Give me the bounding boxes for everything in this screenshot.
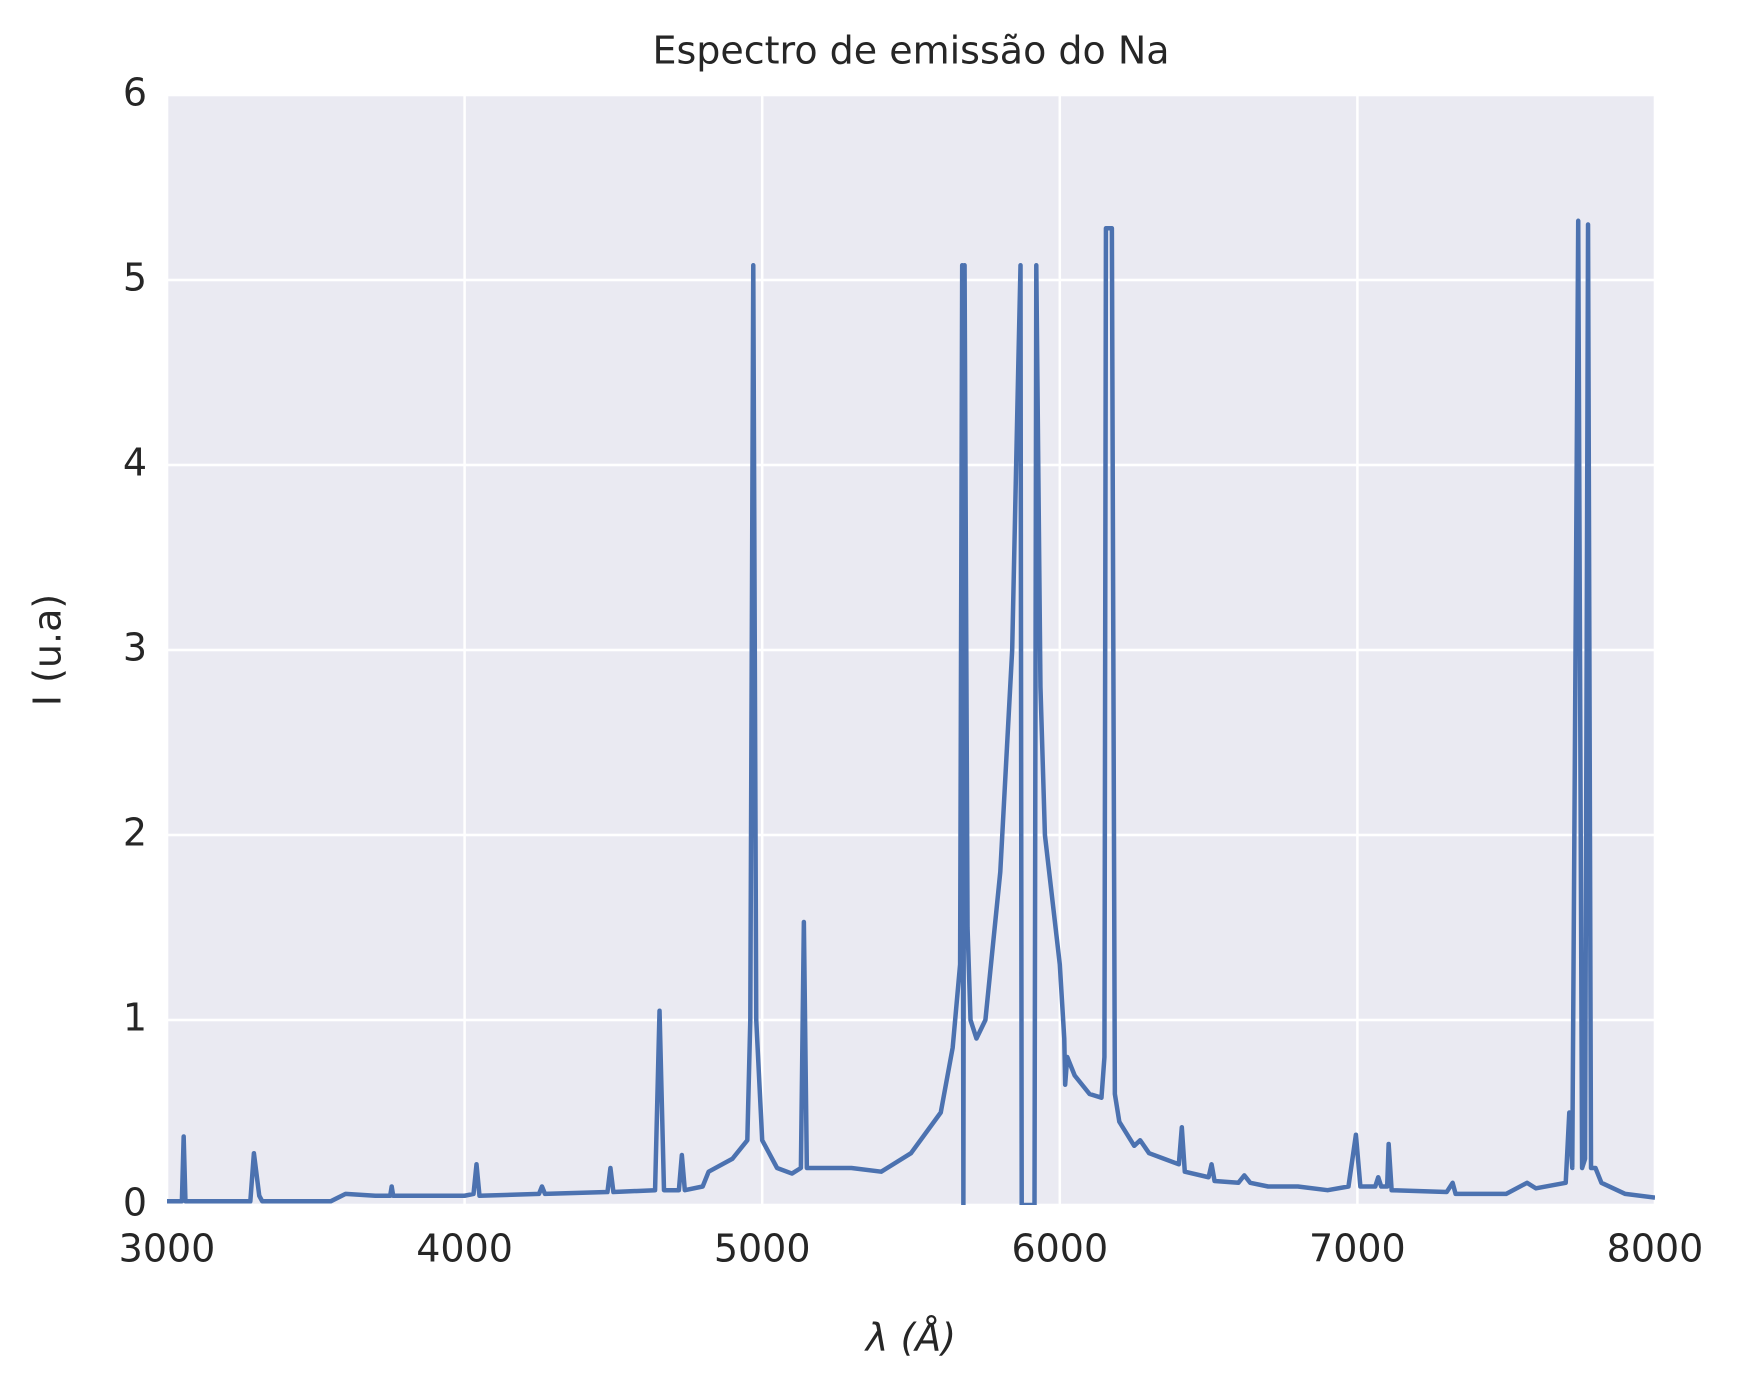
x-tick-label: 8000 xyxy=(1607,1227,1704,1271)
x-tick-label: 7000 xyxy=(1309,1227,1406,1271)
data-line xyxy=(167,218,1655,1205)
y-tick-label: 0 xyxy=(123,1181,147,1225)
x-tick-label: 4000 xyxy=(416,1227,513,1271)
y-tick-label: 4 xyxy=(123,441,147,485)
x-axis-label: λ (Å) xyxy=(864,1316,956,1360)
x-tick-label: 5000 xyxy=(714,1227,811,1271)
y-tick-label: 5 xyxy=(123,256,147,300)
chart-title: Espectro de emissão do Na xyxy=(652,29,1169,73)
y-tick-label: 3 xyxy=(123,626,147,670)
y-tick-label: 2 xyxy=(123,811,147,855)
y-tick-label: 6 xyxy=(123,71,147,115)
x-tick-label: 6000 xyxy=(1011,1227,1108,1271)
x-tick-label: 3000 xyxy=(119,1227,216,1271)
y-tick-label: 1 xyxy=(123,996,147,1040)
y-axis-label: I (u.a) xyxy=(26,594,70,706)
